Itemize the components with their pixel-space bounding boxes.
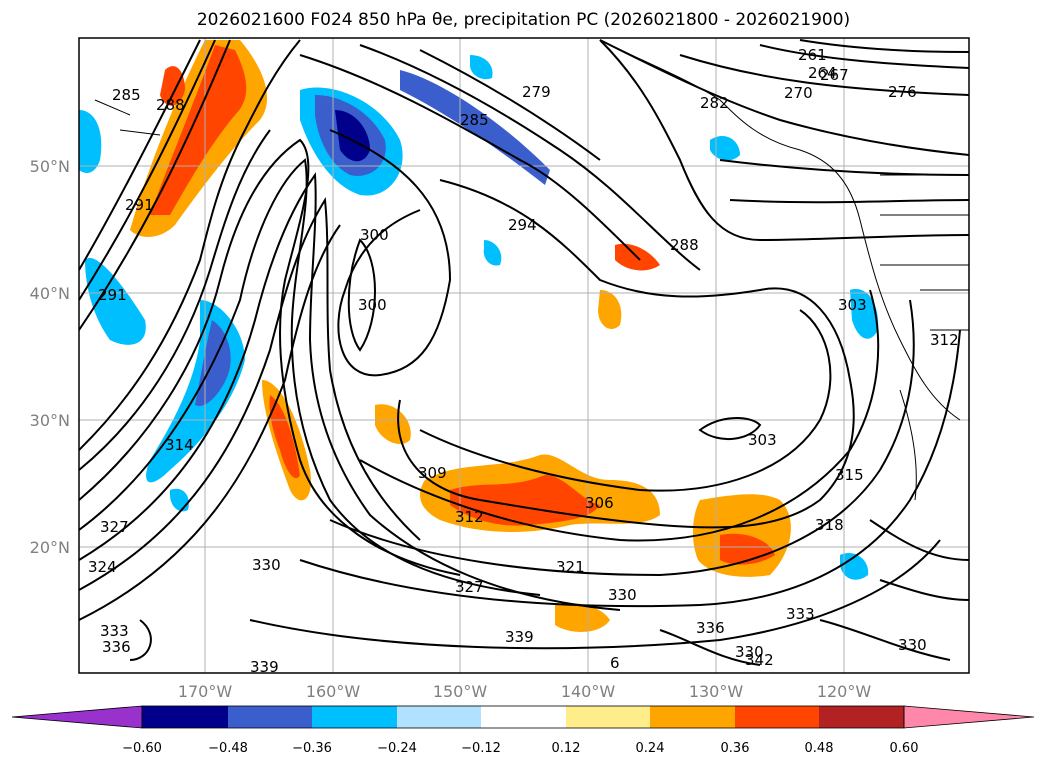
colorbar-tick-label: −0.48 [208, 741, 248, 756]
lat-tick-label: 50°N [30, 157, 70, 176]
contour-label: 330 [608, 586, 637, 604]
graticule [79, 38, 969, 673]
contour-label: 339 [505, 628, 534, 646]
contour-label: 264 [808, 64, 837, 82]
precip-area [470, 55, 493, 80]
map-plot-area: 285 288 291 291 279 282 285 261 264 267 … [79, 38, 969, 676]
precip-area [335, 110, 370, 162]
precip-area [160, 66, 185, 106]
theta-e-contours [79, 39, 969, 666]
precip-area [840, 552, 869, 580]
contour-label: 321 [556, 558, 585, 576]
lon-tick-label: 150°W [433, 682, 488, 701]
lat-tick-labels: 50°N 40°N 30°N 20°N [30, 157, 70, 557]
contour-label: 303 [748, 431, 777, 449]
contour-label: 342 [745, 651, 774, 669]
colorbar-tick-label: 0.60 [890, 741, 919, 756]
colorbar-segment [312, 706, 397, 728]
contour-label: 318 [815, 516, 844, 534]
precip-area [375, 404, 411, 445]
contour-label: 285 [460, 111, 489, 129]
map-frame [78, 37, 970, 674]
contour-label: 339 [250, 658, 279, 676]
contour-label: 291 [125, 196, 154, 214]
contour-label: 288 [156, 96, 185, 114]
colorbar-tick-label: 0.36 [721, 741, 750, 756]
contour-label: 336 [696, 619, 725, 637]
contour-label: 300 [358, 296, 387, 314]
coastlines [94, 39, 969, 501]
contour-label: 288 [670, 236, 699, 254]
contour-label: 327 [455, 578, 484, 596]
colorbar-segment [735, 706, 819, 728]
lon-tick-label: 130°W [689, 682, 744, 701]
precip-area [483, 240, 502, 266]
contour-label: 276 [888, 83, 917, 101]
precip-area [555, 603, 610, 632]
colorbar-extend-min [11, 705, 143, 729]
contour-label: 324 [88, 558, 117, 576]
precip-area [598, 290, 622, 330]
contour-label: 261 [798, 46, 827, 64]
lon-tick-label: 170°W [178, 682, 233, 701]
precip-area [150, 45, 247, 215]
colorbar-segment [228, 706, 312, 728]
contour-label: 285 [112, 86, 141, 104]
contour-label: 282 [700, 94, 729, 112]
colorbar: −0.60 −0.48 −0.36 −0.24 −0.12 0.12 0.24 … [11, 705, 1035, 756]
contour-label: 300 [360, 226, 389, 244]
colorbar-segment [142, 706, 228, 728]
colorbar-segment [566, 706, 650, 728]
precip-area [710, 135, 740, 161]
contour-label: 327 [100, 518, 129, 536]
colorbar-segment [819, 706, 904, 728]
contour-label: 330 [898, 636, 927, 654]
contour-label: 270 [784, 84, 813, 102]
contour-label: 314 [165, 436, 194, 454]
contour-label: 312 [455, 508, 484, 526]
contour-label: 312 [930, 331, 959, 349]
colorbar-tick-label: −0.24 [377, 741, 417, 756]
lon-tick-label: 120°W [817, 682, 872, 701]
contour-label: 333 [786, 605, 815, 623]
contour-label: 279 [522, 83, 551, 101]
contour-label: 303 [838, 296, 867, 314]
figure-title: 2026021600 F024 850 hPa θe, precipitatio… [196, 10, 851, 30]
contour-label: 294 [508, 216, 537, 234]
contour-label: 330 [735, 643, 764, 661]
contour-label: 306 [585, 494, 614, 512]
colorbar-segment [397, 706, 481, 728]
colorbar-tick-label: 0.24 [636, 741, 665, 756]
contour-label: 336 [102, 638, 131, 656]
colorbar-segment [650, 706, 735, 728]
precip-area [850, 289, 879, 339]
contour-label: 315 [835, 466, 864, 484]
colorbar-tick-label: 0.48 [805, 741, 834, 756]
contour-label: 309 [418, 464, 447, 482]
contour-label: 6 [610, 654, 620, 672]
colorbar-tick-label: −0.36 [292, 741, 332, 756]
lat-tick-label: 20°N [30, 538, 70, 557]
precip-area [79, 110, 102, 173]
colorbar-tick-label: 0.12 [552, 741, 581, 756]
contour-labels: 285 288 291 291 279 282 285 261 264 267 … [88, 46, 959, 676]
lat-tick-label: 30°N [30, 411, 70, 430]
lon-tick-labels: 170°W 160°W 150°W 140°W 130°W 120°W [178, 682, 872, 701]
colorbar-tick-labels: −0.60 −0.48 −0.36 −0.24 −0.12 0.12 0.24 … [122, 741, 918, 756]
colorbar-tick-label: −0.12 [461, 741, 501, 756]
contour-label: 291 [98, 286, 127, 304]
colorbar-segment [481, 706, 566, 728]
colorbar-frame [141, 705, 905, 729]
lon-tick-label: 160°W [306, 682, 361, 701]
contour-label: 267 [820, 66, 849, 84]
contour-label: 333 [100, 622, 129, 640]
precip-area [269, 395, 300, 479]
precip-area [85, 258, 146, 345]
lat-tick-label: 40°N [30, 284, 70, 303]
colorbar-tick-label: −0.60 [122, 741, 162, 756]
colorbar-extend-max [903, 705, 1035, 729]
lon-tick-label: 140°W [561, 682, 616, 701]
contour-label: 330 [252, 556, 281, 574]
